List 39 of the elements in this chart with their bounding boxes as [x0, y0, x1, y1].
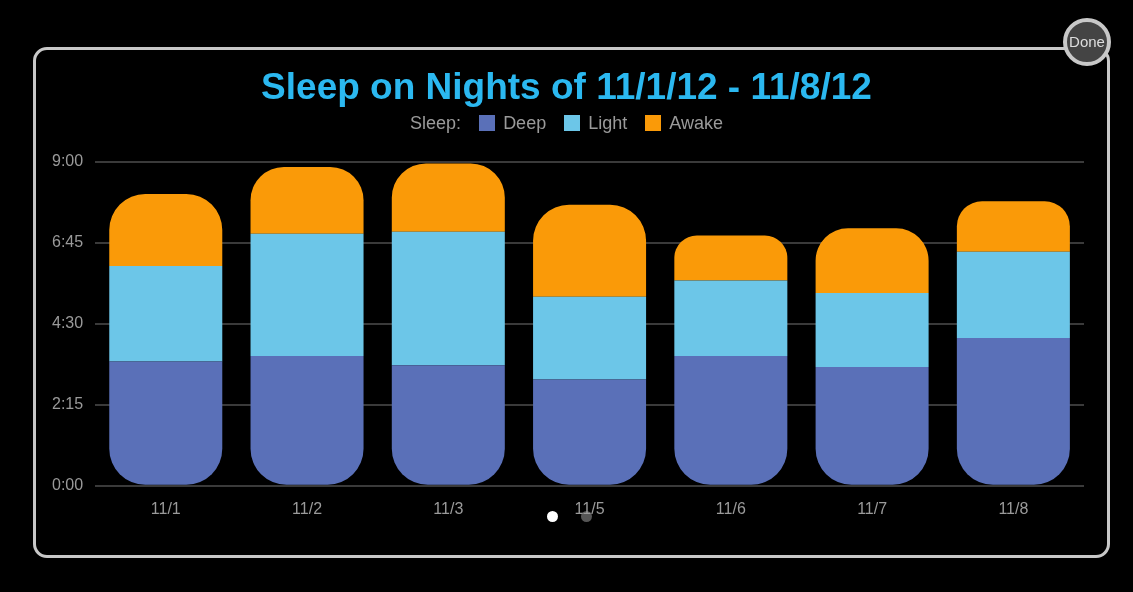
x-tick-label: 11/2	[292, 499, 323, 517]
y-tick-label: 0:00	[52, 476, 84, 494]
bar	[815, 228, 929, 294]
bar	[109, 266, 223, 362]
bar	[815, 293, 929, 367]
x-tick-label: 11/5	[574, 499, 605, 517]
bar	[391, 365, 505, 485]
bar	[674, 280, 788, 357]
chart-title: Sleep on Nights of 11/1/12 - 11/8/12	[260, 66, 873, 108]
x-tick-label: 11/1	[150, 499, 181, 517]
bar	[250, 233, 364, 357]
bar	[674, 356, 788, 485]
legend-label: Light	[588, 113, 628, 133]
x-tick-label: 11/3	[433, 499, 464, 517]
bar	[533, 204, 647, 297]
legend-title: Sleep:	[410, 113, 462, 133]
bar	[391, 231, 505, 366]
bar	[815, 366, 929, 485]
bar	[956, 251, 1070, 339]
bar	[109, 194, 223, 267]
text: Done	[1063, 18, 1111, 66]
x-tick-label: 11/7	[857, 499, 888, 517]
legend-label: Awake	[669, 113, 723, 133]
legend-label: Deep	[503, 113, 547, 133]
y-tick-label: 6:45	[52, 233, 84, 251]
x-tick-label: 11/6	[715, 499, 746, 517]
bar	[533, 379, 647, 485]
bar	[956, 201, 1070, 252]
bar	[250, 167, 364, 234]
bar	[109, 361, 223, 485]
x-tick-label: 11/8	[998, 499, 1029, 517]
bar	[250, 356, 364, 485]
bar	[391, 163, 505, 232]
y-tick-label: 9:00	[52, 152, 84, 170]
bar	[533, 296, 647, 380]
y-tick-label: 2:15	[52, 395, 84, 413]
bar	[956, 338, 1070, 485]
bar	[674, 235, 788, 281]
y-tick-label: 4:30	[52, 314, 84, 332]
